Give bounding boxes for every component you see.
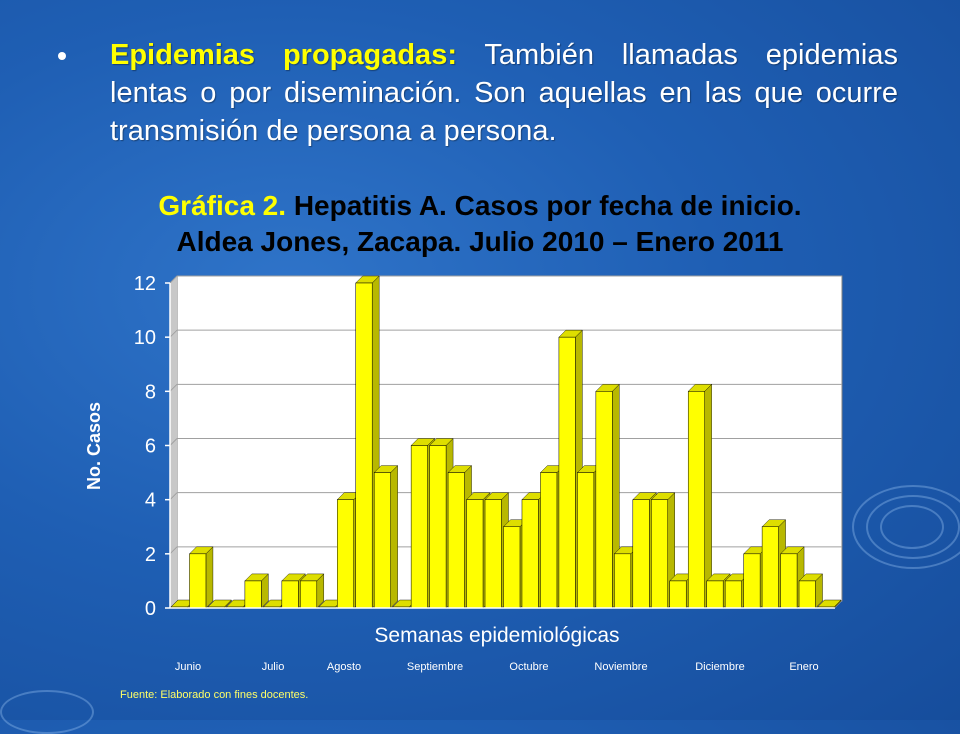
bar: [706, 580, 724, 609]
bar-side: [704, 383, 712, 609]
gridline-depth: [169, 546, 178, 555]
bar: [558, 336, 576, 609]
bullet-point: Epidemias propagadas: También llamadas e…: [58, 36, 898, 150]
month-label: Julio: [262, 661, 285, 673]
chart-title-line2: Aldea Jones, Zacapa. Julio 2010 – Enero …: [176, 226, 784, 257]
bar: [281, 580, 299, 609]
month-label: Septiembre: [407, 661, 463, 673]
bar: [521, 499, 539, 609]
bar-side: [390, 465, 398, 609]
month-label: Junio: [175, 661, 201, 673]
bullet-term: Epidemias propagadas:: [110, 39, 457, 71]
bar: [780, 553, 798, 609]
chart-title-text: Hepatitis A. Casos por fecha de inicio.: [286, 190, 802, 221]
bar: [632, 499, 650, 609]
bar: [577, 472, 595, 609]
gridline-depth: [169, 492, 178, 501]
gridline-depth: [169, 275, 178, 284]
bar: [466, 499, 484, 609]
month-label: Agosto: [327, 661, 361, 673]
gridline-depth: [169, 438, 178, 446]
chart-title-highlight: Gráfica 2.: [158, 190, 287, 221]
bar: [743, 553, 761, 609]
bullet-description: También llamadas epidemias lentas o por …: [110, 39, 898, 147]
bar: [300, 580, 318, 609]
y-tick-label: 4: [145, 490, 156, 512]
y-tick-label: 0: [145, 598, 156, 620]
y-tick-label: 2: [145, 544, 156, 566]
month-label: Noviembre: [594, 661, 647, 673]
bar: [687, 391, 705, 609]
bar-side: [205, 546, 214, 609]
bar: [595, 391, 613, 609]
bar: [724, 580, 742, 609]
bar: [189, 553, 207, 609]
chart-title-line1: Gráfica 2. Hepatitis A. Casos por fecha …: [0, 188, 960, 224]
gridline-depth: [169, 329, 178, 338]
gridline-depth: [169, 383, 178, 392]
month-label: Octubre: [509, 661, 548, 673]
bullet-marker: [58, 52, 66, 60]
bar: [373, 472, 391, 609]
bar: [447, 472, 465, 609]
bar: [337, 499, 354, 609]
x-axis-label: Semanas epidemiológicas: [374, 624, 619, 647]
ripple-decoration: [852, 485, 960, 569]
bar: [244, 580, 262, 609]
month-label: Enero: [789, 661, 818, 673]
y-tick-label: 8: [145, 381, 156, 403]
bar: [669, 580, 687, 609]
month-label: Diciembre: [695, 661, 745, 673]
bar: [614, 553, 632, 609]
y-tick-label: 10: [134, 327, 156, 349]
bar: [761, 526, 779, 609]
bar: [484, 499, 502, 609]
bar: [429, 445, 447, 609]
bar: [503, 526, 521, 609]
bar: [410, 445, 428, 609]
y-axis-label: No. Casos: [84, 402, 104, 490]
y-tick-label: 6: [145, 436, 156, 458]
source-note: Fuente: Elaborado con fines docentes.: [120, 689, 309, 701]
y-tick-label: 12: [134, 273, 156, 295]
bullet-text: Epidemias propagadas: También llamadas e…: [110, 36, 898, 150]
bar: [355, 282, 373, 609]
bar: [798, 580, 816, 609]
bar: [540, 472, 558, 609]
bar: [651, 499, 668, 609]
